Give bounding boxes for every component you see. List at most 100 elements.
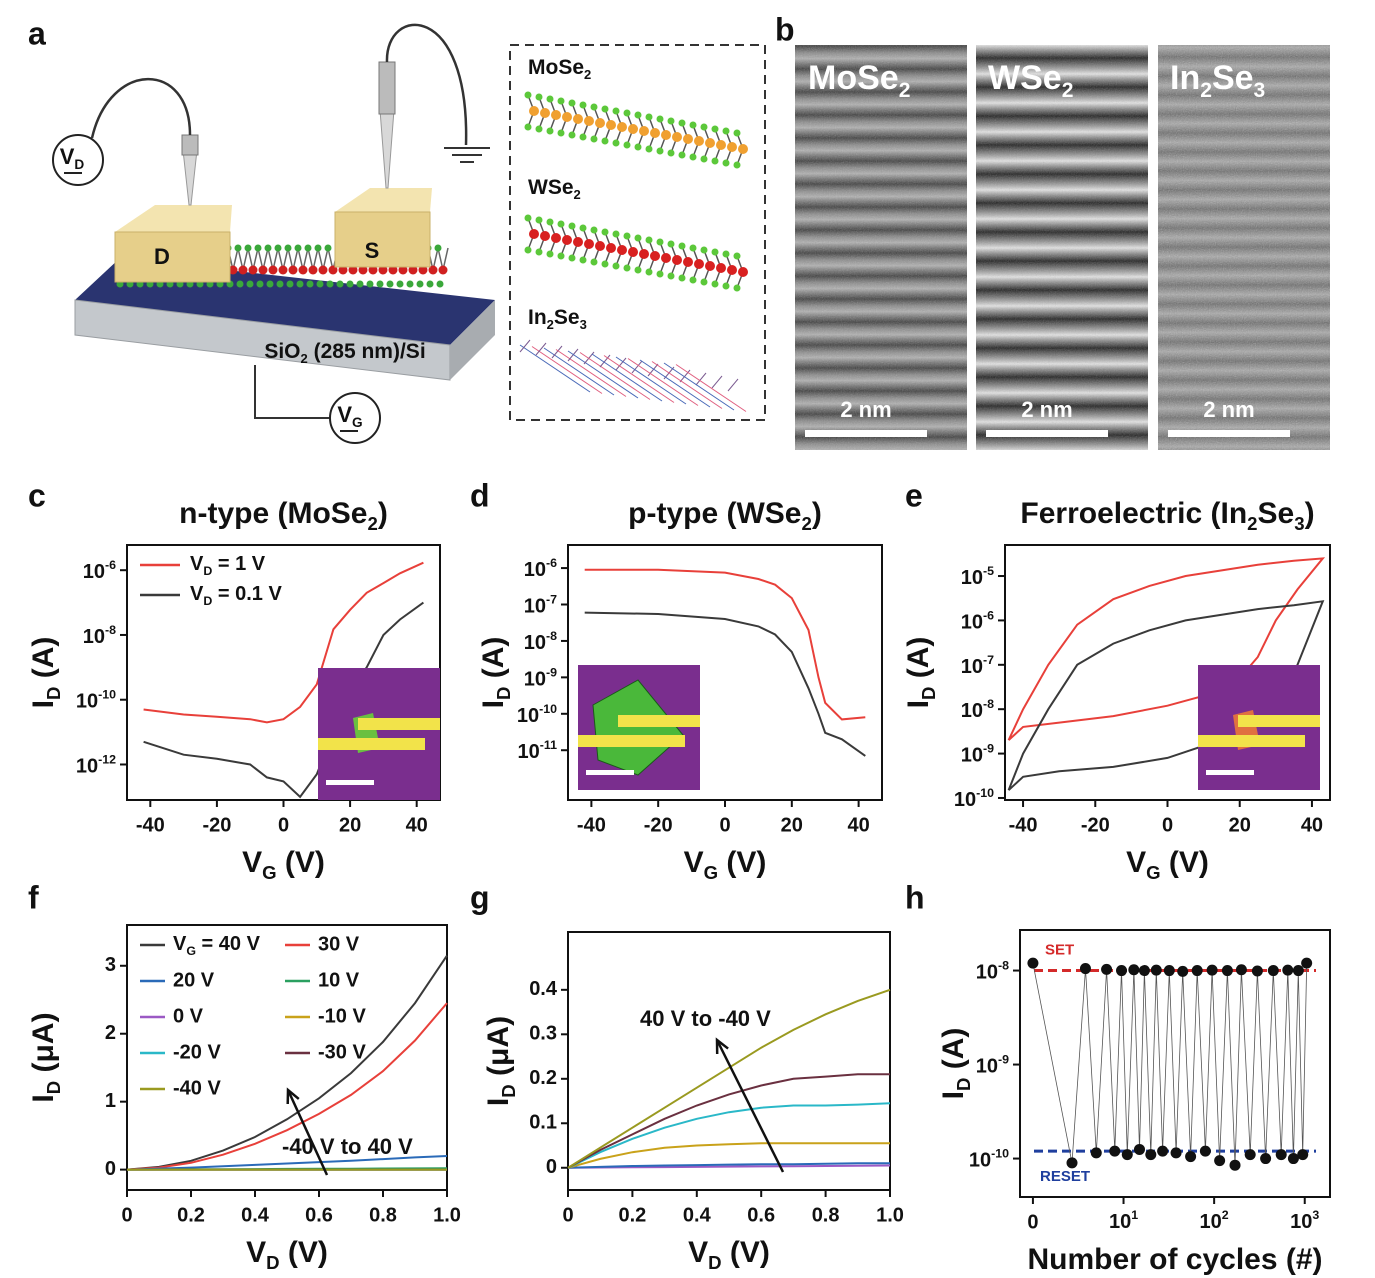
atom xyxy=(628,247,638,257)
data-point xyxy=(1221,965,1233,977)
x-axis-label: VG (V) xyxy=(684,846,767,883)
text-part: 10 xyxy=(1290,1211,1312,1233)
mesh xyxy=(663,362,735,411)
drain-top xyxy=(115,205,232,232)
data-point xyxy=(1199,1145,1211,1157)
data-point xyxy=(1128,964,1140,976)
subscript: G xyxy=(1146,862,1160,883)
superscript: -9 xyxy=(998,1053,1009,1067)
x-tick-label: 40 xyxy=(847,814,869,836)
subscript: 2 xyxy=(802,513,812,534)
superscript: -8 xyxy=(105,623,116,637)
atom xyxy=(678,242,686,250)
atom xyxy=(557,97,565,105)
superscript: -11 xyxy=(540,739,557,753)
atom xyxy=(733,284,741,292)
subscript: G xyxy=(352,415,363,430)
data-line xyxy=(1032,963,1308,1166)
text-part: I xyxy=(937,1091,970,1099)
atom xyxy=(398,265,408,275)
scale-bar xyxy=(805,430,927,437)
atom xyxy=(238,265,248,275)
drain-probe xyxy=(182,149,198,206)
atom xyxy=(700,123,708,131)
inset-image xyxy=(1198,665,1320,790)
data-point xyxy=(1297,1149,1309,1161)
atom xyxy=(316,280,324,288)
device-diagram: a D S SiO2 (285 nm)/Si VD VG MoSe2 WSe2 … xyxy=(28,15,766,444)
data-point xyxy=(1235,964,1247,976)
atom xyxy=(733,129,741,137)
atom xyxy=(612,262,620,270)
mesh xyxy=(519,344,591,393)
superscript: -10 xyxy=(991,1147,1009,1161)
atom xyxy=(733,161,741,169)
y-tick-label: 0 xyxy=(546,1156,557,1178)
atom xyxy=(568,99,576,107)
data-point xyxy=(1251,965,1263,977)
atom xyxy=(678,119,686,127)
mesh xyxy=(543,347,615,396)
drain-label: D xyxy=(154,244,170,269)
atom xyxy=(524,214,532,222)
text-part: 10 xyxy=(961,656,983,678)
atom xyxy=(716,140,726,150)
text-part: 10 xyxy=(76,756,98,778)
atom xyxy=(645,236,653,244)
x-tick-label: 40 xyxy=(406,814,428,836)
gate-wire xyxy=(254,365,330,419)
text-part: WSe xyxy=(988,59,1062,97)
material-label: MoSe2 xyxy=(528,56,591,82)
atom xyxy=(612,230,620,238)
data-point xyxy=(1145,1149,1157,1161)
y-axis-label: ID (μA) xyxy=(27,1012,64,1102)
text-part: V xyxy=(688,1236,708,1269)
atom xyxy=(623,141,631,149)
atom xyxy=(236,280,244,288)
y-tick-label: 10-6 xyxy=(524,556,557,581)
subscript: G xyxy=(186,944,196,958)
inset-electrode xyxy=(1238,715,1320,727)
drain-electrode xyxy=(114,231,231,283)
atom xyxy=(308,265,318,275)
subscript: 2 xyxy=(301,351,308,366)
atom xyxy=(264,244,272,252)
atom xyxy=(368,265,378,275)
data-line xyxy=(126,955,448,1171)
plot-frame xyxy=(1019,929,1331,1198)
atom xyxy=(722,250,730,258)
text-part: (μA) xyxy=(27,1012,60,1080)
atom xyxy=(634,266,642,274)
atom xyxy=(568,131,576,139)
reference-label: SET xyxy=(1045,942,1074,959)
data-line xyxy=(126,1155,448,1171)
atom xyxy=(296,280,304,288)
data-point xyxy=(1185,1151,1197,1163)
atom xyxy=(366,280,374,288)
data-point xyxy=(1191,965,1203,977)
chart-title: p-type (WSe2) xyxy=(628,497,822,534)
grain xyxy=(795,45,967,450)
x-tick-label: 20 xyxy=(339,814,361,836)
atom xyxy=(672,132,682,142)
x-tick-label: 0.4 xyxy=(241,1204,270,1226)
substrate-side xyxy=(450,300,495,380)
mesh xyxy=(615,356,687,405)
atom xyxy=(650,251,660,261)
plot-frame xyxy=(126,924,448,1191)
legend-label: VD = 1 V xyxy=(190,553,266,578)
chart-title: n-type (MoSe2) xyxy=(179,497,388,534)
subscript: 3 xyxy=(1254,79,1266,102)
atom xyxy=(358,265,368,275)
text-part: V xyxy=(337,402,352,427)
text-part: MoSe xyxy=(528,56,584,79)
atom xyxy=(386,280,394,288)
arrow-shaft xyxy=(286,1089,329,1176)
data-point xyxy=(1214,1155,1226,1167)
data-point xyxy=(1177,965,1189,977)
text-part: (A) xyxy=(477,637,510,687)
text-part: 10 xyxy=(976,962,998,984)
data-line xyxy=(143,561,424,724)
materials-box xyxy=(509,44,766,421)
text-part: In xyxy=(1170,59,1200,97)
